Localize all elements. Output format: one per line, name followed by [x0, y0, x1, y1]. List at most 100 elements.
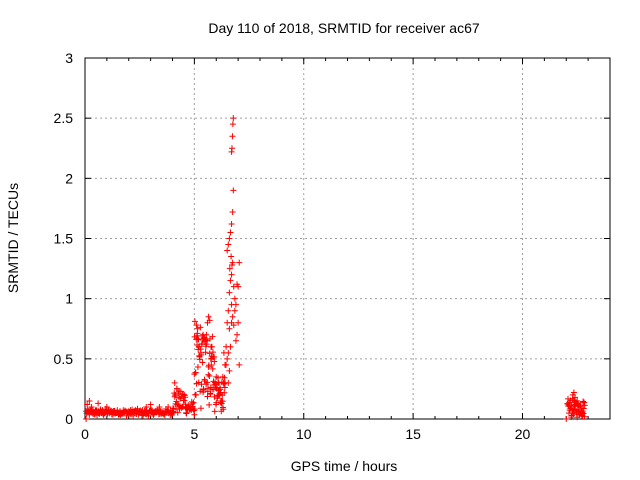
- data-point: [226, 325, 233, 332]
- y-tick-label: 1: [65, 291, 73, 307]
- data-point: [205, 385, 212, 392]
- data-point: [574, 397, 581, 404]
- data-point: [182, 394, 189, 401]
- x-axis-title: GPS time / hours: [291, 458, 398, 474]
- x-tick-label: 20: [515, 426, 531, 442]
- data-point: [228, 301, 235, 308]
- data-point: [223, 361, 230, 368]
- data-point: [213, 373, 220, 380]
- data-point: [173, 398, 180, 405]
- data-point: [218, 397, 225, 404]
- data-point: [179, 403, 186, 410]
- data-point: [230, 322, 237, 329]
- data-point: [88, 403, 95, 410]
- y-tick-label: 3: [65, 50, 73, 66]
- data-point: [191, 406, 198, 413]
- y-tick-label: 2: [65, 170, 73, 186]
- data-point: [228, 271, 235, 278]
- data-point: [580, 398, 587, 405]
- data-point: [191, 371, 198, 378]
- data-point: [232, 337, 239, 344]
- data-point: [143, 403, 150, 410]
- data-point: [229, 121, 236, 128]
- data-point: [230, 115, 237, 122]
- x-tick-label: 10: [296, 426, 312, 442]
- data-point: [171, 379, 178, 386]
- data-point: [226, 289, 233, 296]
- data-point: [156, 403, 163, 410]
- data-point: [183, 410, 190, 417]
- data-point: [205, 371, 212, 378]
- data-point: [220, 380, 227, 387]
- data-point: [209, 333, 216, 340]
- y-axis-title: SRMTID / TECUs: [5, 183, 21, 293]
- data-point: [173, 385, 180, 392]
- data-point: [202, 349, 209, 356]
- data-point: [182, 401, 189, 408]
- data-point: [225, 349, 232, 356]
- data-point: [194, 363, 201, 370]
- data-point: [211, 408, 218, 415]
- data-point: [231, 307, 238, 314]
- data-point: [229, 209, 236, 216]
- y-tick-label: 2.5: [54, 110, 74, 126]
- point-layer: [83, 115, 588, 422]
- data-point: [176, 394, 183, 401]
- data-point: [174, 409, 181, 416]
- data-point: [199, 359, 206, 366]
- data-point: [580, 410, 587, 417]
- x-tick-label: 15: [405, 426, 421, 442]
- data-point: [211, 393, 218, 400]
- data-point: [219, 373, 226, 380]
- data-point: [208, 343, 215, 350]
- data-point: [86, 397, 93, 404]
- data-point: [235, 283, 242, 290]
- data-point: [172, 391, 179, 398]
- data-point: [220, 406, 227, 413]
- data-point: [209, 365, 216, 372]
- data-point: [193, 391, 200, 398]
- data-point: [175, 402, 182, 409]
- data-point: [229, 133, 236, 140]
- data-point: [229, 145, 235, 152]
- data-point: [226, 265, 233, 272]
- data-point: [230, 187, 237, 194]
- data-point: [572, 394, 578, 401]
- data-point: [581, 399, 588, 406]
- data-point: [235, 319, 242, 326]
- data-point: [225, 307, 232, 314]
- data-point: [206, 317, 213, 324]
- data-point: [224, 247, 231, 254]
- data-point: [194, 335, 201, 342]
- y-tick-label: 1.5: [54, 231, 74, 247]
- data-point: [211, 358, 218, 365]
- data-point: [190, 399, 197, 406]
- data-point: [195, 336, 202, 343]
- data-point: [195, 343, 202, 350]
- chart-title: Day 110 of 2018, SRMTID for receiver ac6…: [208, 20, 480, 36]
- data-point: [225, 379, 232, 386]
- data-point: [191, 411, 198, 418]
- y-tick-label: 0.5: [54, 351, 74, 367]
- data-point: [180, 391, 187, 398]
- data-point: [227, 343, 234, 350]
- data-point: [193, 322, 200, 329]
- data-point: [231, 295, 238, 302]
- data-point: [581, 402, 588, 409]
- data-point: [103, 403, 110, 410]
- x-tick-label: 0: [81, 426, 89, 442]
- data-point: [206, 401, 213, 408]
- data-point: [207, 355, 214, 362]
- data-point: [197, 324, 204, 331]
- data-point: [165, 403, 172, 410]
- data-point: [236, 361, 243, 368]
- data-point: [197, 388, 204, 395]
- y-tick-label: 0: [65, 411, 73, 427]
- data-point: [204, 393, 211, 400]
- data-point: [84, 401, 91, 408]
- data-point: [191, 318, 198, 325]
- data-point: [214, 381, 221, 388]
- data-point: [192, 369, 199, 376]
- data-point: [83, 416, 90, 422]
